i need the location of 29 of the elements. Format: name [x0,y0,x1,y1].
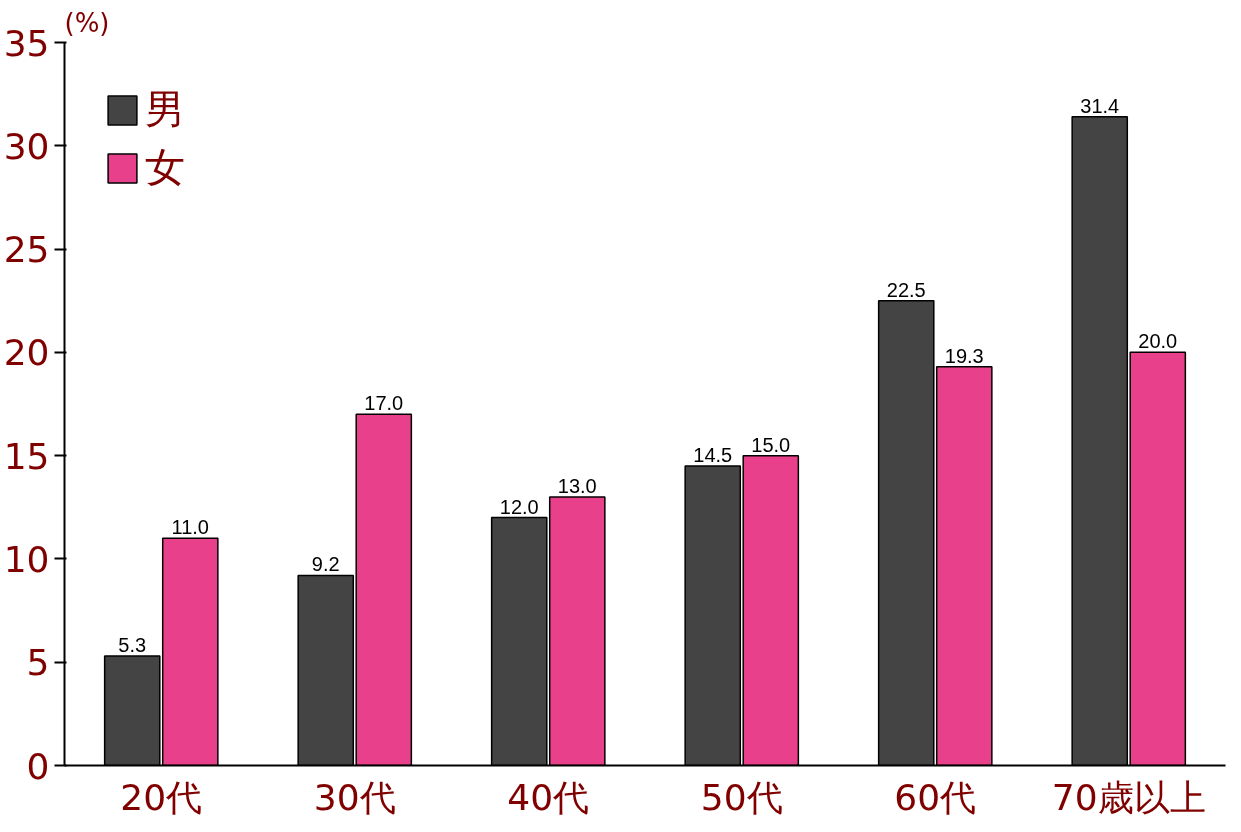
data-label: 13.0 [557,474,597,497]
x-tick-label: 60代 [894,776,977,818]
data-label: 9.2 [311,553,340,576]
y-axis-title: (%) [64,7,110,38]
data-label: 19.3 [944,344,984,367]
data-label: 22.5 [886,278,926,301]
x-tick-label: 40代 [507,776,590,818]
y-tick-label: 15 [3,435,50,477]
legend-label: 女 [145,144,185,191]
x-tick-label: 30代 [313,776,396,818]
y-tick-label: 5 [26,642,50,684]
data-label: 5.3 [118,634,147,657]
y-tick-label: 0 [26,745,50,787]
data-label: 11.0 [171,516,210,539]
data-label: 12.0 [499,495,539,518]
y-tick-label: 25 [3,229,50,271]
y-tick-label: 30 [3,125,50,167]
x-tick-label: 50代 [700,776,783,818]
y-tick-label: 10 [3,538,50,580]
data-label: 31.4 [1080,94,1120,117]
data-label: 20.0 [1138,330,1178,353]
y-tick-label: 20 [3,332,50,374]
x-tick-label: 20代 [120,776,203,818]
x-tick-label: 70歳以上 [1051,776,1206,818]
legend-label: 男 [145,86,185,133]
y-tick-label: 35 [3,22,50,64]
data-label: 15.0 [751,433,791,456]
data-label: 17.0 [364,392,404,415]
data-label: 14.5 [693,443,733,466]
